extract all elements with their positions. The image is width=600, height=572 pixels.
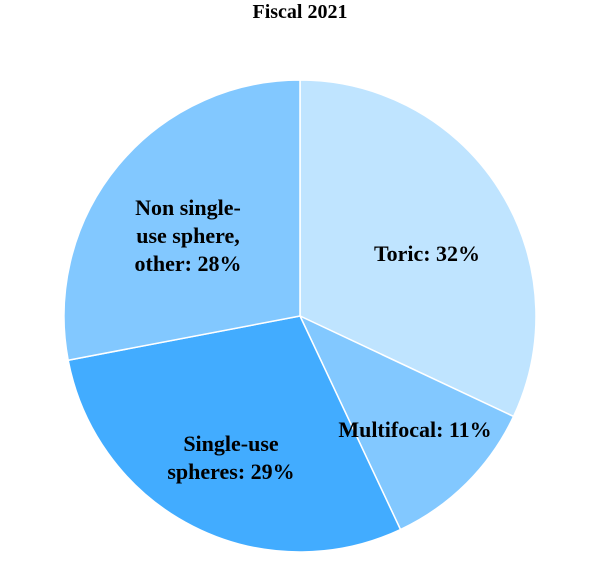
pie-labels: Toric: 32% Multifocal: 11% Single-use spher…: [135, 195, 492, 484]
pie-slices: [63, 79, 537, 553]
pie-slice-2: [67, 315, 402, 553]
pie-slice-label-line: Non single-: [135, 195, 241, 220]
pie-slice-1: [298, 314, 515, 531]
pie-slice-label-line: Single-use: [183, 431, 279, 456]
pie-slice-label-line: use sphere,: [136, 223, 240, 248]
pie-slice-label-0: Toric: 32%: [374, 241, 480, 266]
pie-slice-3: [63, 79, 301, 362]
pie-slice-label-3: Non single-use sphere, other: 28%: [135, 195, 242, 276]
chart-title: Fiscal 2021: [253, 1, 348, 23]
pie-slice-label-1: Multifocal: 11%: [338, 417, 491, 442]
pie-slice-label-line: other: 28%: [135, 251, 242, 276]
pie-slice-label-line: spheres: 29%: [167, 459, 294, 484]
pie-slice-label-line: Multifocal: 11%: [338, 417, 491, 442]
pie-slice-label-2: Single-use spheres: 29%: [167, 431, 294, 484]
pie-slice-label-line: Toric: 32%: [374, 241, 480, 266]
pie-slice-0: [299, 79, 537, 418]
